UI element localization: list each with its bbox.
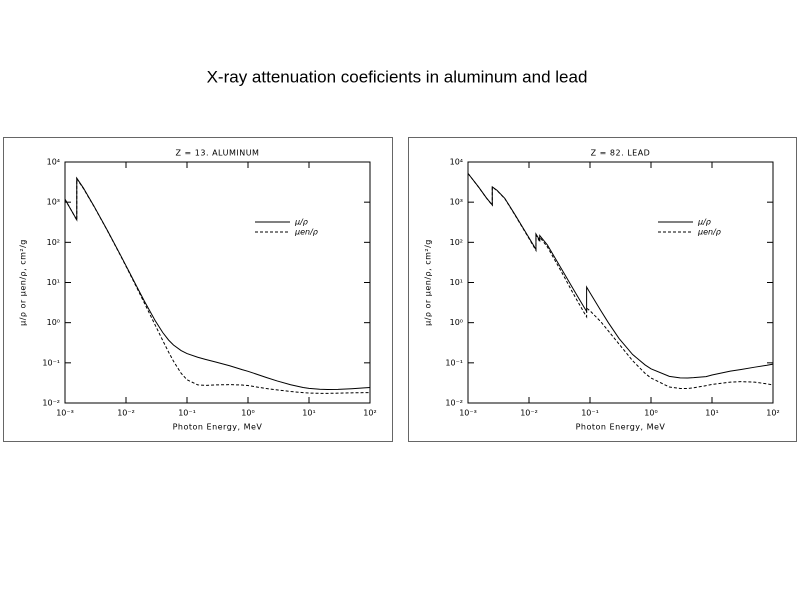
y-tick-label: 10⁴ [47,158,60,167]
y-tick-label: 10² [450,238,463,247]
x-tick-label: 10⁻³ [459,409,477,418]
x-tick-label: 10⁻² [117,409,135,418]
x-tick-label: 10⁻¹ [178,409,196,418]
data-line [64,177,370,394]
legend-label: μen/ρ [697,228,721,237]
y-tick-label: 10⁴ [450,158,463,167]
y-tick-label: 10³ [47,198,60,207]
x-axis-label: Photon Energy, MeV [576,423,666,432]
page-title: X-ray attenuation coeficients in aluminu… [207,67,588,86]
panel-frame [408,137,797,442]
legend-label: μ/ρ [697,218,711,227]
y-tick-label: 10⁻¹ [42,358,60,367]
y-tick-label: 10¹ [47,278,60,287]
data-line [64,176,371,390]
x-tick-label: 10⁰ [241,409,254,418]
chart-title: Z = 13. ALUMINUM [176,149,260,158]
legend-label: μ/ρ [294,218,308,227]
y-tick-label: 10⁻² [42,399,60,408]
y-tick-label: 10⁰ [450,318,463,327]
x-tick-label: 10⁻³ [56,409,74,418]
y-tick-label: 10¹ [450,278,463,287]
y-axis-label: μ/ρ or μen/ρ, cm²/g [19,239,28,326]
y-tick-label: 10⁻¹ [445,358,463,367]
x-tick-label: 10⁰ [644,409,657,418]
y-tick-label: 10⁰ [47,318,60,327]
y-axis-label: μ/ρ or μen/ρ, cm²/g [424,239,433,326]
x-axis-label: Photon Energy, MeV [173,423,263,432]
data-line [467,173,774,389]
x-tick-label: 10² [363,409,376,418]
x-tick-label: 10⁻² [520,409,538,418]
y-tick-label: 10² [47,238,60,247]
y-tick-label: 10³ [450,198,463,207]
chart-title: Z = 82. LEAD [591,149,651,158]
x-tick-label: 10¹ [302,409,315,418]
x-tick-label: 10² [766,409,779,418]
panel-frame [3,137,393,442]
y-tick-label: 10⁻² [445,399,463,408]
x-tick-label: 10⁻¹ [581,409,599,418]
x-tick-label: 10¹ [705,409,718,418]
legend-label: μen/ρ [294,228,318,237]
